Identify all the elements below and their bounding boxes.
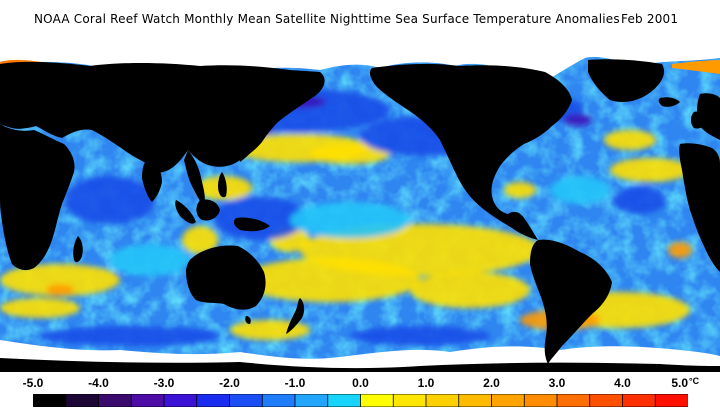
colorbar-tick-label: -1.0 xyxy=(284,376,306,390)
south-america xyxy=(530,239,612,364)
colorbar-swatch xyxy=(327,394,362,407)
colorbar-swatch xyxy=(622,394,656,407)
anomaly-patch xyxy=(350,326,490,346)
eurasia xyxy=(0,61,325,173)
anomaly-patch xyxy=(614,186,666,214)
anomaly-patch xyxy=(214,196,306,240)
title-text: NOAA Coral Reef Watch Monthly Mean Satel… xyxy=(34,12,620,26)
colorbar-swatch xyxy=(33,394,67,407)
west-africa-right xyxy=(679,143,720,272)
japan xyxy=(239,126,257,162)
colorbar-tick-label: 5.0°C xyxy=(671,376,700,390)
colorbar-swatch xyxy=(261,394,296,407)
anomaly-patch xyxy=(0,298,80,318)
india xyxy=(142,158,162,202)
indochina xyxy=(184,150,205,206)
anomaly-patch xyxy=(290,202,410,238)
anomaly-patches xyxy=(0,88,692,346)
anomaly-patch xyxy=(64,176,156,224)
anomaly-patch xyxy=(564,114,592,126)
australia xyxy=(186,245,266,310)
colorbar-tick-label: -2.0 xyxy=(219,376,240,390)
colorbar-tick-label: 3.0 xyxy=(548,376,566,390)
sst-anomaly-map xyxy=(0,40,720,372)
colorbar-swatch xyxy=(458,394,493,407)
greenland xyxy=(588,59,665,102)
tasmania xyxy=(245,316,251,324)
map-title: NOAA Coral Reef Watch Monthly Mean Satel… xyxy=(0,12,720,32)
colorbar-swatch xyxy=(229,394,263,407)
colorbar-swatch xyxy=(556,394,591,407)
anomaly-patch xyxy=(610,158,690,182)
anomaly-patch xyxy=(110,244,190,276)
madagascar xyxy=(73,236,83,263)
title-date: Feb 2001 xyxy=(621,12,679,26)
anomaly-patch xyxy=(604,130,656,150)
colorbar-swatch xyxy=(589,394,624,407)
anomaly-patch xyxy=(40,326,220,346)
anomaly-patch xyxy=(504,182,536,198)
philippines xyxy=(218,172,227,198)
colorbar-swatch xyxy=(491,394,525,407)
anomaly-patch xyxy=(46,284,74,296)
anomaly-patch xyxy=(668,242,692,258)
new-zealand xyxy=(286,298,305,334)
sumatra xyxy=(175,200,196,224)
new-guinea xyxy=(233,217,270,232)
colorbar-swatch xyxy=(65,394,100,407)
anomaly-patch xyxy=(0,264,120,296)
colorbar-tick-label: 2.0 xyxy=(483,376,500,390)
colorbar-swatch xyxy=(523,394,558,407)
anomaly-patch xyxy=(310,144,390,164)
colorbar-tick-label: -3.0 xyxy=(153,376,175,390)
colorbar-tick-label: 1.0 xyxy=(417,376,435,390)
colorbar-swatch xyxy=(392,394,427,407)
europe-right xyxy=(697,93,720,140)
colorbar-unit: °C xyxy=(689,376,700,386)
land-masses xyxy=(0,59,720,372)
north-america xyxy=(369,63,572,241)
colorbar-swatch xyxy=(294,394,329,407)
borneo xyxy=(196,199,220,221)
colorbar-tick-label: 0.0 xyxy=(352,376,369,390)
colorbar-swatch xyxy=(360,394,394,407)
anomaly-patch xyxy=(550,176,610,204)
anomaly-patch xyxy=(410,272,530,308)
colorbar-swatch xyxy=(196,394,231,407)
colorbar-tick-label: 4.0 xyxy=(614,376,631,390)
colorbar-swatch xyxy=(163,394,198,407)
anomaly-patch xyxy=(240,258,420,302)
colorbar-swatch xyxy=(98,394,132,407)
anomaly-patch xyxy=(182,226,218,254)
colorbar-swatch xyxy=(425,394,460,407)
colorbar-tick-label: -5.0 xyxy=(22,376,44,390)
colorbar-tick-label: -4.0 xyxy=(88,376,109,390)
colorbar-swatch xyxy=(654,394,688,407)
colorbar xyxy=(33,394,688,407)
africa xyxy=(0,124,75,271)
arctic-warm-right xyxy=(672,60,720,74)
colorbar-swatch xyxy=(130,394,165,407)
iceland xyxy=(658,97,680,107)
antarctica xyxy=(0,358,720,372)
colorbar-labels: -5.0 -4.0 -3.0 -2.0 -1.0 0.0 1.0 2.0 3.0 4.0 5.0°C xyxy=(0,376,720,394)
